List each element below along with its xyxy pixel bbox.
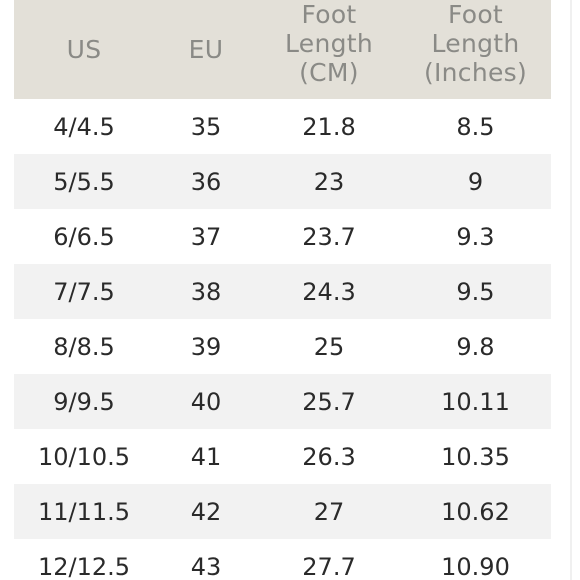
cell-foot-length-inches: 8.5 [456, 112, 495, 141]
cell-us-size: 9/9.5 [53, 387, 115, 416]
cell-eu-size: 43 [190, 552, 222, 580]
cell-eu-size: 40 [190, 387, 222, 416]
cell-eu-size: 42 [190, 497, 222, 526]
cell-foot-length-cm: 21.8 [302, 112, 356, 141]
right-divider [570, 0, 572, 580]
header-in-line-3: (Inches) [423, 58, 528, 87]
cell-eu-size: 36 [190, 167, 222, 196]
cell-foot-length-inches: 9.5 [456, 277, 495, 306]
table-row: 6/6.5 37 23.7 9.3 [14, 209, 551, 264]
cell-foot-length-cm: 25 [313, 332, 345, 361]
header-us: US [14, 0, 154, 99]
cell-foot-length-cm: 27.7 [302, 552, 356, 580]
cell-foot-length-cm: 25.7 [302, 387, 356, 416]
cell-foot-length-cm: 23.7 [302, 222, 356, 251]
cell-foot-length-inches: 9 [467, 167, 484, 196]
cell-us-size: 5/5.5 [53, 167, 115, 196]
cell-eu-size: 41 [190, 442, 222, 471]
cell-eu-size: 35 [190, 112, 222, 141]
table-row: 11/11.5 42 27 10.62 [14, 484, 551, 539]
table-row: 5/5.5 36 23 9 [14, 154, 551, 209]
header-in-line-2: Length [431, 29, 520, 58]
table-header: US EU Foot Length (CM) Foot Length [14, 0, 551, 99]
cell-foot-length-cm: 26.3 [302, 442, 356, 471]
header-cm-line-1: Foot [301, 0, 357, 29]
table-row: 8/8.5 39 25 9.8 [14, 319, 551, 374]
cell-foot-length-cm: 27 [313, 497, 345, 526]
table-row: 10/10.5 41 26.3 10.35 [14, 429, 551, 484]
table-body: 4/4.5 35 21.8 8.5 5/5.5 36 23 9 6/6.5 37 23.7 9.3 7/… [14, 99, 551, 580]
cell-us-size: 10/10.5 [37, 442, 131, 471]
right-margin [551, 0, 580, 580]
cell-us-size: 4/4.5 [53, 112, 115, 141]
cell-foot-length-inches: 10.62 [441, 497, 510, 526]
header-eu-label: EU [188, 35, 224, 64]
cell-eu-size: 38 [190, 277, 222, 306]
header-eu: EU [154, 0, 258, 99]
header-foot-length-inches: Foot Length (Inches) [400, 0, 551, 99]
cell-foot-length-inches: 9.3 [456, 222, 495, 251]
cell-eu-size: 39 [190, 332, 222, 361]
table-row: 4/4.5 35 21.8 8.5 [14, 99, 551, 154]
header-in-line-1: Foot [447, 0, 504, 29]
cell-foot-length-inches: 10.11 [441, 387, 510, 416]
header-foot-length-cm: Foot Length (CM) [258, 0, 400, 99]
header-us-label: US [66, 35, 102, 64]
table-row: 7/7.5 38 24.3 9.5 [14, 264, 551, 319]
cell-us-size: 7/7.5 [53, 277, 115, 306]
header-cm-line-2: Length [284, 29, 374, 58]
header-row: US EU Foot Length (CM) Foot Length [14, 0, 551, 99]
cell-us-size: 11/11.5 [37, 497, 131, 526]
header-cm-line-3: (CM) [299, 58, 359, 87]
cell-us-size: 6/6.5 [53, 222, 115, 251]
cell-foot-length-inches: 9.8 [456, 332, 495, 361]
table-row: 12/12.5 43 27.7 10.90 [14, 539, 551, 580]
cell-foot-length-inches: 10.90 [441, 552, 510, 580]
cell-us-size: 8/8.5 [53, 332, 115, 361]
shoe-size-table: US EU Foot Length (CM) Foot Length [14, 0, 551, 580]
cell-foot-length-cm: 23 [313, 167, 345, 196]
cell-us-size: 12/12.5 [37, 552, 131, 580]
cell-foot-length-cm: 24.3 [302, 277, 356, 306]
cell-foot-length-inches: 10.35 [441, 442, 510, 471]
cell-eu-size: 37 [190, 222, 222, 251]
table-row: 9/9.5 40 25.7 10.11 [14, 374, 551, 429]
